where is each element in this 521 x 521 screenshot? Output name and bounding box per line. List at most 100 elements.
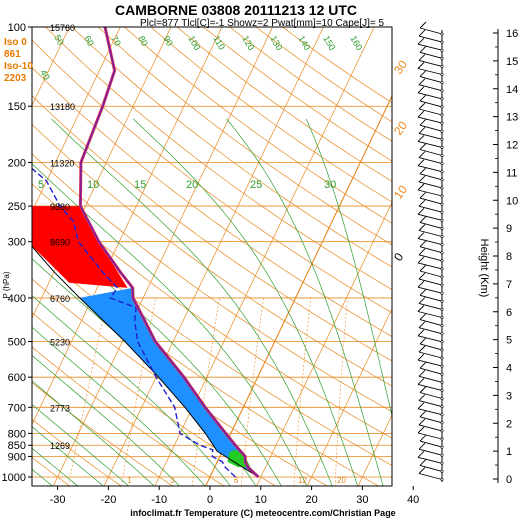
wind-barb-feather [418, 297, 426, 304]
wind-barb-feather [418, 345, 426, 353]
wind-barb-base [440, 380, 444, 384]
wind-barb-base [440, 275, 444, 279]
iso-minus10-label: Iso-10 [4, 61, 33, 72]
height-tick-label: 14 [506, 84, 518, 96]
mixing-ratio-line [121, 297, 156, 486]
height-tick-label: 5 [506, 335, 512, 347]
wind-barb [419, 416, 443, 424]
moist-adiabat [32, 326, 206, 486]
wind-barb [417, 189, 443, 197]
y-tick-label: 200 [8, 157, 26, 169]
wind-barb-feather [417, 207, 425, 215]
isotherm-label: 20 [391, 118, 410, 137]
wind-barb-feather [417, 183, 425, 191]
wind-barb-feather [417, 135, 425, 142]
wind-barb [419, 294, 443, 302]
height-tick-label: 4 [506, 363, 512, 375]
theta-label: 80 [136, 34, 150, 48]
temperature-line [79, 27, 259, 478]
moist-adiabat-label: 25 [250, 179, 262, 191]
x-tick-label: -20 [100, 494, 116, 506]
isotherm-line [306, 307, 392, 486]
height-axis-label: Height (Km) [478, 239, 490, 298]
wind-barb [418, 351, 443, 359]
height-tick-label: 9 [506, 223, 512, 235]
wind-barb-feather [419, 337, 427, 345]
wind-barb [417, 311, 443, 318]
wind-barb [417, 262, 443, 270]
wind-barb-base [440, 162, 444, 166]
wind-barb-feather [418, 467, 426, 474]
wind-barb-feather [418, 321, 426, 329]
wind-barb-base [440, 259, 444, 263]
y-tick-label: 500 [8, 337, 26, 349]
wind-barb-base [440, 307, 444, 311]
y-tick-label: 800 [8, 428, 26, 440]
wind-barb-base [440, 243, 444, 247]
wind-barb-feather [419, 264, 427, 272]
wind-barb-feather [418, 248, 426, 256]
height-tick-label: 13 [506, 112, 518, 124]
moist-adiabat [32, 447, 79, 486]
x-tick-label: -30 [50, 494, 66, 506]
wind-barb-base [440, 429, 444, 433]
x-axis-label: infoclimat.fr Temperature (C) meteocentr… [130, 508, 395, 518]
wind-barb-feather [418, 199, 426, 207]
wind-barb [418, 205, 443, 213]
y-tick-label: 600 [8, 372, 26, 384]
wind-barb-feather [418, 369, 426, 377]
wind-barb [417, 213, 443, 221]
wind-barb-base [440, 461, 444, 465]
cape-area [32, 206, 128, 288]
wind-barb-base [440, 121, 444, 125]
wind-barb-feather [417, 280, 425, 288]
mixing-ratio-line [68, 297, 108, 486]
mixing-ratio-label: 3 [170, 476, 175, 485]
isotherm-line [32, 27, 223, 426]
wind-barb-base [440, 89, 444, 93]
isotherm-label: 0 [391, 250, 406, 264]
wind-barb [418, 230, 443, 237]
theta-label: 130 [268, 34, 284, 52]
theta-label: 100 [186, 34, 202, 52]
wind-barb-base [440, 267, 444, 271]
moist-adiabat-label: 15 [134, 179, 146, 191]
parcel-line [32, 245, 259, 478]
wind-barb-base [440, 218, 444, 222]
y-tick-label: 900 [8, 451, 26, 463]
wind-barb-base [440, 32, 444, 36]
wind-barb-feather [419, 434, 427, 442]
wind-barb-feather [417, 305, 425, 312]
wind-barb [417, 432, 443, 440]
level-height-label: 2773 [50, 403, 70, 413]
mixing-ratio-label: 20 [337, 476, 346, 485]
wind-barb-feather [418, 394, 426, 401]
level-height-label: 13180 [50, 102, 75, 112]
cin-area [79, 287, 259, 477]
wind-barb-feather [417, 37, 425, 45]
wind-barb [417, 456, 443, 464]
dry-adiabat [97, 27, 392, 246]
dry-adiabat [32, 153, 392, 413]
wind-barb [419, 221, 443, 229]
wind-barb-feather [419, 143, 427, 150]
wind-barb-feather [419, 70, 427, 77]
moist-adiabat [32, 380, 155, 486]
level-height-label: 9880 [50, 202, 70, 212]
wind-barb-feather [418, 102, 426, 110]
mixing-ratio-label: 1 [127, 476, 132, 485]
height-tick-label: 7 [506, 279, 512, 291]
wind-barb-base [440, 73, 444, 77]
background-labels: 1576013180113209880869067605230277312690… [38, 23, 410, 485]
wind-barb [418, 132, 443, 140]
wind-barb-feather [417, 426, 425, 434]
wind-barb [419, 173, 443, 181]
wind-barb [418, 84, 443, 92]
wind-barb-feather [419, 45, 427, 53]
wind-barb [418, 302, 443, 310]
wind-barb-base [440, 413, 444, 417]
wind-barb-feather [417, 110, 425, 118]
sounding-profiles [32, 27, 260, 479]
height-tick-label: 10 [506, 195, 518, 207]
